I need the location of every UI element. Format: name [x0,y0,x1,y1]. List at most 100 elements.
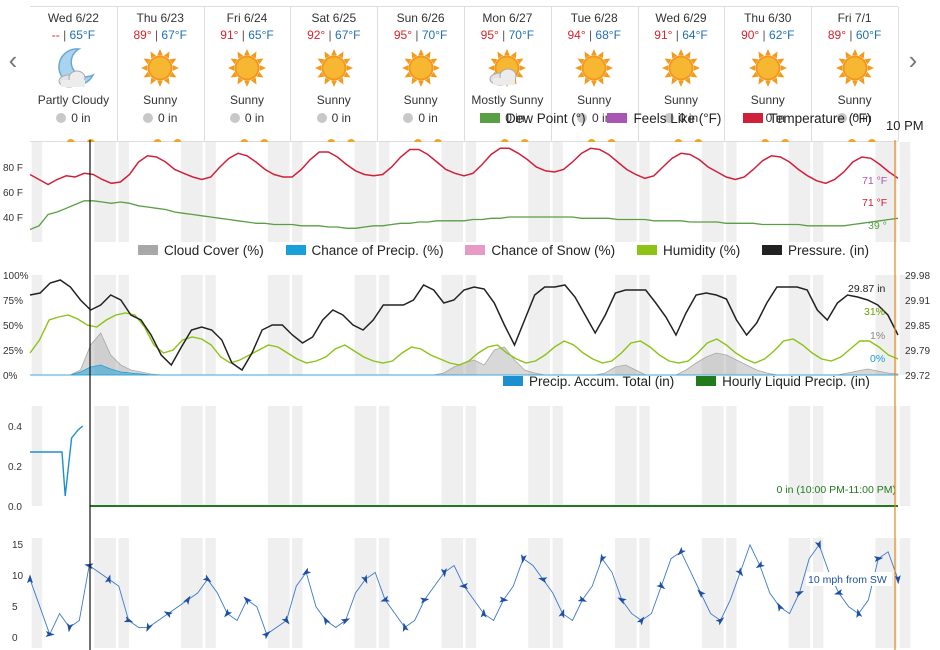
forecast-precip: 0 in [638,111,725,125]
humidity-line [29,312,899,366]
legend-pressure[interactable]: Pressure. (in) [787,243,870,258]
forecast-day[interactable]: Mon 6/27 95° | 70°F Mostly Sunny 0 in [464,7,552,141]
dew-point-line [29,200,899,231]
temp-legend: Dew Point (°) Feels Like (°F) Temperatur… [480,111,871,126]
pressure-y-tick: 29.91 [905,296,930,307]
night-band [94,406,116,506]
night-band [267,406,290,506]
pressure-y-tick: 29.72 [905,371,930,382]
forecast-condition: Sunny [837,93,872,107]
legend-cloud-cover[interactable]: Cloud Cover (%) [164,243,264,258]
forecast-day[interactable]: Thu 6/23 89° | 67°F Sunny 0 in [117,7,205,141]
pressure-swatch [761,245,782,255]
night-band [639,142,650,242]
night-band [552,538,563,648]
temp-y-tick: 80 F [3,163,23,174]
temperature-line [29,147,899,186]
sun-icon [397,45,445,91]
wind-arrow-icon [617,597,627,605]
forecast-temps: 90° | 62°F [741,28,795,42]
sun-icon [744,45,792,91]
night-band [465,538,477,648]
legend-temperature[interactable]: Temperature (°F) [769,111,872,126]
night-band [812,142,824,242]
precip-y-tick: 0.0 [8,502,22,513]
night-band [899,538,911,648]
wind-arrow-icon [894,575,901,585]
legend-precip-accum[interactable]: Precip. Accum. Total (in) [529,374,675,389]
forecast-condition: Sunny [663,93,698,107]
forecast-day[interactable]: Wed 6/22 -- | 65°F Partly Cloudy 0 in [30,7,118,141]
forecast-day[interactable]: Thu 6/30 90° | 62°F Sunny 0 in [724,7,813,141]
forecast-low: 67°F [161,28,187,42]
forecast-day[interactable]: Sat 6/25 92° | 67°F Sunny 0 in [290,7,379,141]
forecast-date: Thu 6/23 [136,11,184,25]
forecast-temps: 91° | 65°F [220,28,274,42]
wind-arrow-icon [697,589,706,598]
temperature-readout: 71 °F [862,197,887,209]
raindrop-icon [56,113,67,123]
night-band [875,142,898,242]
forecast-condition: Sunny [229,93,264,107]
forecast-day[interactable]: Fri 6/24 91° | 65°F Sunny 0 in [204,7,292,141]
forecast-high: 95° [393,28,413,42]
forecast-temps: 95° | 70°F [393,28,448,42]
forecast-high: -- [51,28,60,42]
night-band [354,142,377,242]
raindrop-icon [403,113,414,123]
wind-arrow-icon [856,608,863,619]
precip-y-tick: 0.4 [8,422,22,433]
sun-icon [570,45,618,91]
cloud-readout: 1% [870,330,885,342]
night-band [354,406,377,506]
humidity-y-tick: 50% [3,321,23,332]
legend-chance-snow[interactable]: Chance of Snow (%) [491,243,616,258]
legend-chance-precip[interactable]: Chance of Precip. (%) [311,243,444,258]
mostly-sunny-icon [483,45,531,91]
legend-feels-like[interactable]: Feels Like (°F) [633,111,722,126]
legend-humidity[interactable]: Humidity (%) [662,243,741,258]
forecast-precip: 0 in [290,111,377,125]
night-band [31,142,43,242]
night-band [701,406,724,506]
precip-plot-area [30,406,898,506]
raindrop-icon [663,113,674,123]
forecast-day[interactable]: Fri 7/1 89° | 60°F Sunny 0 in [811,7,899,141]
temp-y-tick: 60 F [3,188,23,199]
forecast-date: Sat 6/25 [311,11,357,25]
night-band [812,538,824,648]
wind-arrow-icon [499,596,509,603]
raindrop-icon [837,113,848,123]
forecast-day[interactable]: Tue 6/28 94° | 68°F Sunny 0 in [551,7,639,141]
forecast-day[interactable]: Wed 6/29 91° | 64°F Sunny 0 in [638,7,726,141]
chance-precip-area [30,364,898,376]
wind-arrow-icon [281,615,290,625]
precip-accum-line [30,425,84,497]
night-band [528,142,550,242]
pressure-y-tick: 29.79 [905,346,930,357]
forecast-temps: 89° | 67°F [133,28,187,42]
legend-dew-point[interactable]: Dew Point (°) [506,111,586,126]
forecast-low: 65°F [69,28,96,42]
night-band [181,538,203,648]
night-band [615,406,637,506]
night-band [94,142,116,242]
legend-hourly-precip[interactable]: Hourly Liquid Precip. (in) [722,374,870,389]
forecast-temps: 91° | 64°F [654,28,708,42]
forecast-high: 95° [480,28,499,42]
forecast-low: 70°F [508,28,535,42]
night-band [94,538,116,648]
night-band [528,538,550,648]
wind-arrow-icon [84,563,94,570]
night-band [205,538,216,648]
wind-arrow-icon [183,595,191,605]
humidity-y-tick: 75% [3,296,23,307]
wind-arrow-icon [27,574,33,584]
night-band [615,538,637,648]
night-band [701,538,724,648]
next-arrow-icon[interactable]: › [908,45,918,75]
humidity-swatch [636,245,657,255]
prev-arrow-icon[interactable]: ‹ [8,45,18,75]
forecast-day[interactable]: Sun 6/26 95° | 70°F Sunny 0 in [377,7,465,141]
forecast-precip: 0 in [204,111,291,125]
